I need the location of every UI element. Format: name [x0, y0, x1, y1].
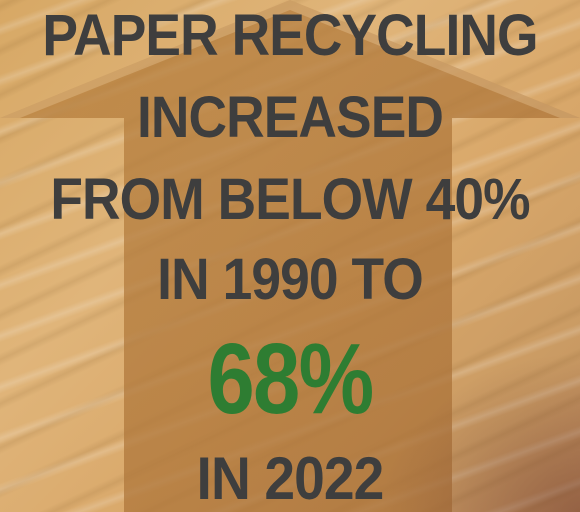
- headline-line-3: FROM BELOW 40%: [50, 167, 530, 232]
- headline-line-2: INCREASED: [136, 85, 444, 150]
- headline-line-1: PAPER RECYCLING: [42, 3, 538, 68]
- corner-shadow: [380, 352, 580, 512]
- highlight-percentage: 68%: [207, 323, 374, 435]
- headline-line-5: IN 2022: [196, 445, 385, 512]
- headline-line-4: IN 1990 TO: [157, 247, 424, 312]
